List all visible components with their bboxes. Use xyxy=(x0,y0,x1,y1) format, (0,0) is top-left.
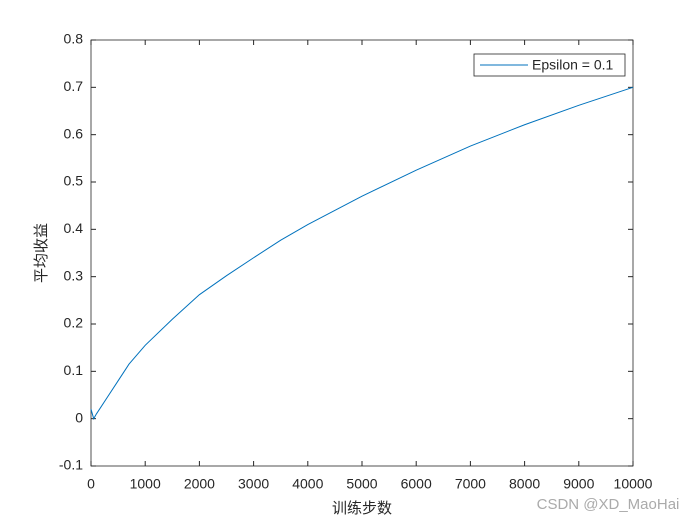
x-tick-label: 5000 xyxy=(346,476,377,492)
y-axis-label: 平均收益 xyxy=(32,223,50,283)
data-line xyxy=(90,86,634,420)
y-tick-label: 0.6 xyxy=(64,125,84,141)
plot-area xyxy=(90,39,634,467)
x-tick-label: 6000 xyxy=(401,476,432,492)
x-tick-label: 7000 xyxy=(455,476,486,492)
x-tick-label: 8000 xyxy=(509,476,540,492)
watermark: CSDN @XD_MaoHai xyxy=(537,496,680,513)
x-tick-label: 2000 xyxy=(184,476,215,492)
x-tick-label: 10000 xyxy=(614,476,653,492)
legend-box xyxy=(473,53,626,77)
y-tick-label: -0.1 xyxy=(59,457,83,473)
y-tick-label: 0.7 xyxy=(64,78,84,94)
y-tick-label: 0.1 xyxy=(64,362,84,378)
x-tick-label: 0 xyxy=(87,476,95,492)
y-tick-label: 0.8 xyxy=(64,31,84,47)
y-tick-label: 0.2 xyxy=(64,315,84,331)
y-tick-label: 0.3 xyxy=(64,267,84,283)
legend-label: Epsilon = 0.1 xyxy=(532,57,614,73)
x-tick-label: 4000 xyxy=(292,476,323,492)
x-tick-label: 9000 xyxy=(563,476,594,492)
y-tick-label: 0.5 xyxy=(64,173,84,189)
y-tick-label: 0 xyxy=(75,409,83,425)
y-tick-label: 0.4 xyxy=(64,220,84,236)
x-tick-label: 3000 xyxy=(238,476,269,492)
x-tick-label: 1000 xyxy=(130,476,161,492)
x-axis-label: 训练步数 xyxy=(332,499,392,517)
